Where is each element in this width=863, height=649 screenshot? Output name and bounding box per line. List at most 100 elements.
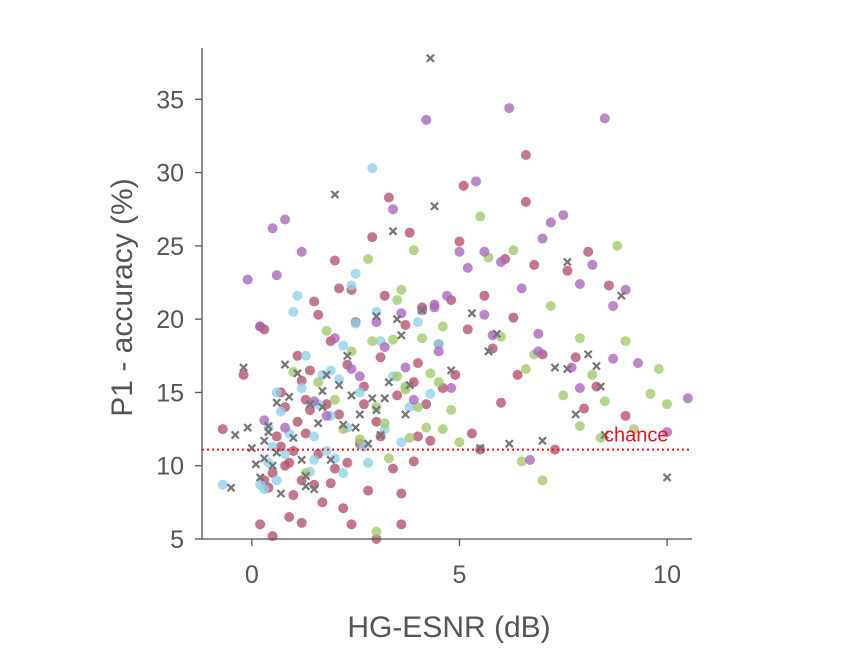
data-point xyxy=(412,431,423,442)
data-point-x xyxy=(268,461,277,471)
data-point xyxy=(309,431,320,442)
data-point xyxy=(309,296,320,307)
data-point xyxy=(383,192,394,203)
data-point xyxy=(288,306,299,317)
data-point xyxy=(334,283,345,294)
data-point xyxy=(682,393,693,404)
data-point-x xyxy=(388,226,398,236)
data-point-x xyxy=(230,430,240,440)
data-point xyxy=(363,254,374,265)
data-point-x xyxy=(297,455,307,465)
data-point-x xyxy=(376,430,385,440)
data-point xyxy=(313,377,324,388)
data-point-x xyxy=(384,377,394,387)
data-point xyxy=(334,409,345,420)
data-point-x xyxy=(392,314,402,324)
data-point xyxy=(525,454,536,465)
data-point xyxy=(412,358,423,369)
data-point xyxy=(296,517,307,528)
data-point xyxy=(574,278,585,289)
data-point-x xyxy=(367,393,377,403)
data-point-x xyxy=(596,382,605,391)
data-point xyxy=(321,446,332,457)
data-point xyxy=(396,284,407,295)
data-point xyxy=(466,428,477,439)
data-point xyxy=(645,388,656,399)
data-point xyxy=(458,180,469,191)
data-point-x xyxy=(446,366,456,375)
data-point xyxy=(608,353,619,364)
data-point-x xyxy=(342,351,352,361)
data-point xyxy=(346,519,357,530)
data-point xyxy=(587,369,598,380)
data-point xyxy=(479,290,490,301)
data-point xyxy=(412,402,423,413)
data-point xyxy=(217,424,228,435)
data-point xyxy=(242,274,253,285)
data-point xyxy=(570,352,581,363)
data-point xyxy=(633,358,644,369)
data-point-x xyxy=(417,305,427,315)
data-point-x xyxy=(430,201,439,211)
data-point xyxy=(338,503,349,514)
data-point xyxy=(404,227,415,238)
data-point xyxy=(292,416,303,427)
data-point-x xyxy=(338,420,348,430)
data-point xyxy=(329,394,340,405)
data-point xyxy=(603,280,614,291)
data-point-x xyxy=(243,423,253,432)
data-point-x xyxy=(405,380,414,390)
data-point-x xyxy=(259,454,269,463)
data-point xyxy=(313,309,324,320)
data-point xyxy=(350,318,361,329)
data-point xyxy=(662,427,673,438)
data-point xyxy=(404,432,415,443)
data-point-x xyxy=(251,459,261,469)
data-point-x xyxy=(313,418,323,428)
data-point xyxy=(309,454,320,465)
data-point xyxy=(562,265,573,276)
data-point xyxy=(354,371,365,382)
data-point xyxy=(255,519,266,530)
data-point xyxy=(454,246,465,257)
data-point xyxy=(495,256,506,267)
data-point xyxy=(363,457,374,468)
data-point-x xyxy=(301,481,311,491)
y-tick-label: 15 xyxy=(156,379,184,407)
data-point xyxy=(317,497,328,508)
x-axis-title: HG-ESNR (dB) xyxy=(347,611,550,644)
data-point xyxy=(396,308,407,319)
data-point xyxy=(612,240,623,251)
data-point xyxy=(396,437,407,448)
data-point-x xyxy=(264,427,273,437)
data-point-x xyxy=(272,398,282,408)
data-point xyxy=(408,245,419,256)
data-point xyxy=(346,280,357,291)
chance-label: chance xyxy=(604,425,669,447)
data-point xyxy=(587,259,598,270)
data-point xyxy=(662,399,673,410)
data-point xyxy=(300,468,311,479)
data-point xyxy=(421,114,432,125)
data-point xyxy=(462,262,473,273)
data-point xyxy=(383,453,394,464)
axes: 0 5 10 5 10 15 20 25 30 35 xyxy=(156,48,692,589)
data-point xyxy=(329,255,340,266)
y-ticks: 5 10 15 20 25 30 35 xyxy=(156,86,202,554)
data-point xyxy=(379,341,390,352)
data-point xyxy=(300,350,311,361)
data-point-x xyxy=(259,436,269,446)
data-point xyxy=(620,410,631,421)
data-points xyxy=(217,53,693,544)
data-point-x xyxy=(276,489,286,498)
data-point xyxy=(400,362,411,373)
data-point xyxy=(392,371,403,382)
data-point xyxy=(354,387,365,398)
data-point xyxy=(620,336,631,347)
data-point xyxy=(620,284,631,295)
data-point-x xyxy=(305,399,315,409)
data-point xyxy=(288,446,299,457)
data-point-x xyxy=(538,436,547,446)
data-point xyxy=(471,176,482,187)
